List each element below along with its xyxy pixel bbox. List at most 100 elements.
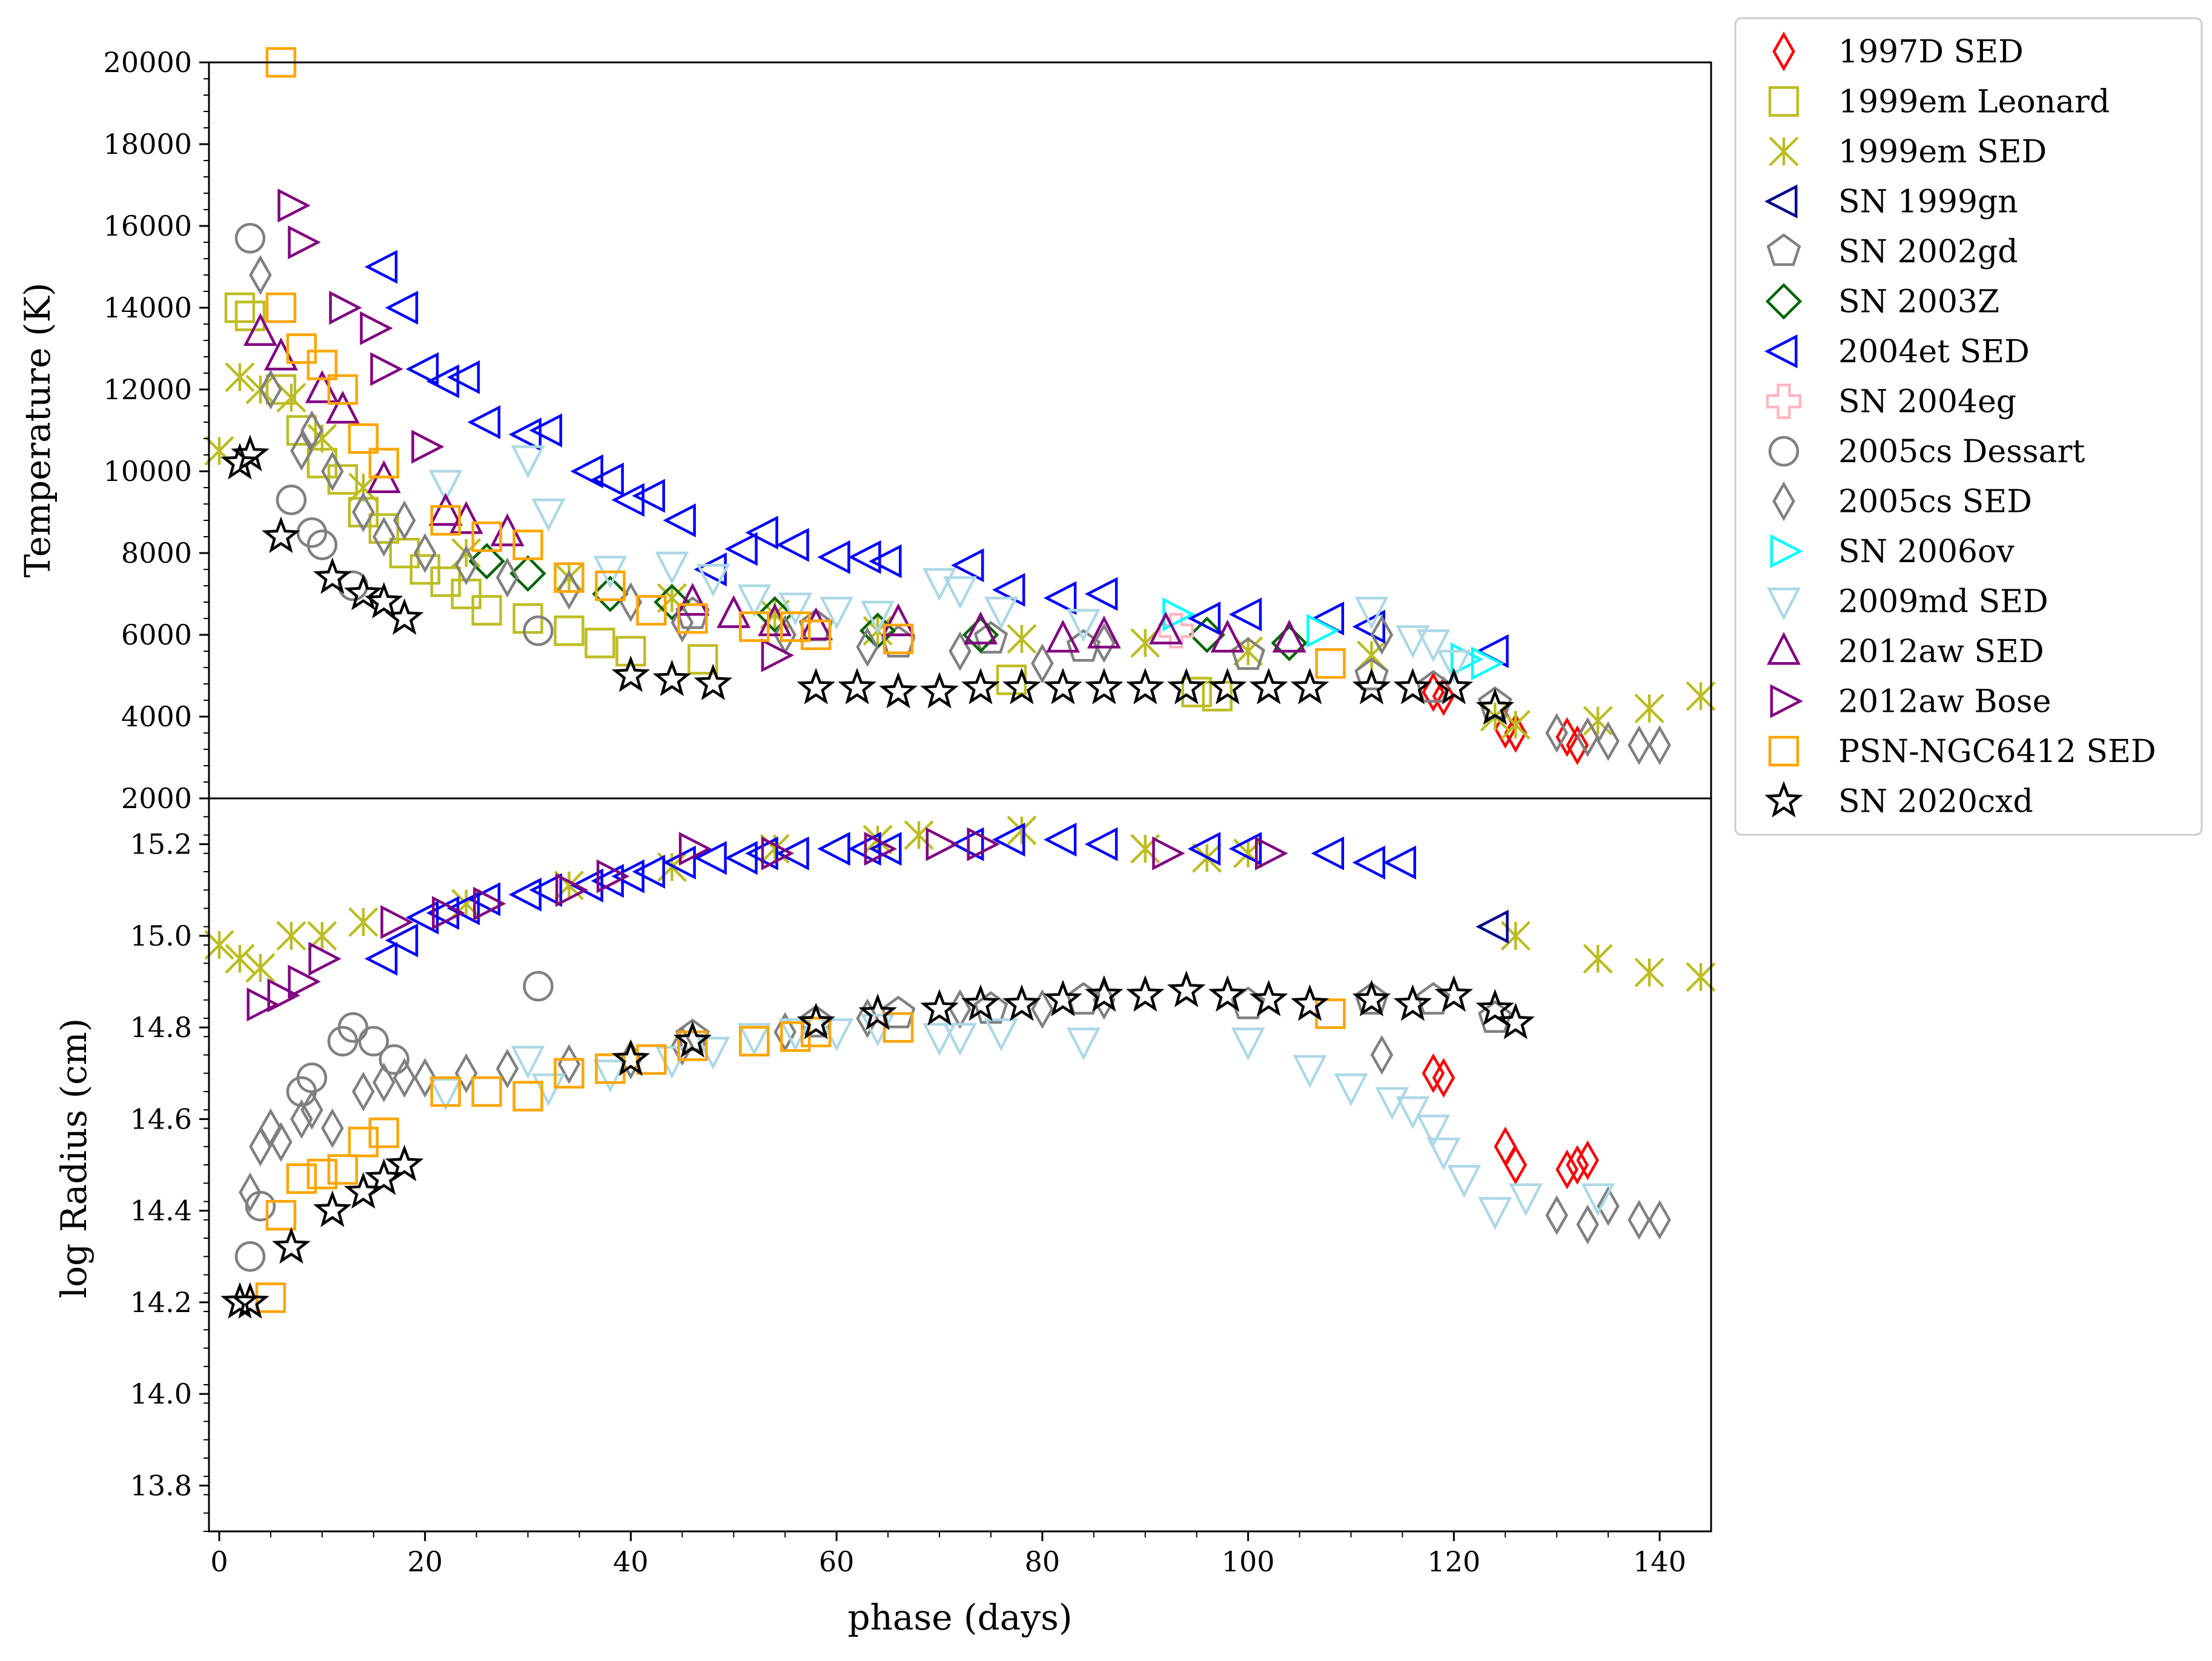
point-1997d-sed [1566,725,1589,766]
point-sn-2020cxd [1084,668,1124,705]
point-2004et-sed [529,413,563,448]
point-2009md-sed [943,1023,977,1056]
point-sn-2020cxd [1249,980,1288,1016]
legend-label-psn-ngc6412-sed: PSN-NGC6412 SED [1838,734,2156,770]
point-psn-ngc6412-sed [368,1117,399,1149]
point-1999em-sed [348,907,379,937]
point-1999em-leonard [409,554,440,585]
point-psn-ngc6412-sed [430,505,461,536]
point-2005cs-sed [259,1108,282,1149]
point-2005cs-sed [300,410,323,451]
point-2004et-sed [745,516,778,550]
point-sn-2020cxd [313,557,352,594]
point-2005cs-sed [1093,623,1116,663]
point-sn-2020cxd [343,574,383,611]
point-2004et-sed [632,479,665,513]
point-psn-ngc6412-sed [882,623,914,654]
point-1999em-sed [245,953,276,983]
point-sn-2020cxd [1044,980,1082,1016]
point-sn-2003z [962,616,999,654]
point-1999em-leonard [554,615,584,646]
point-sn-2020cxd [231,1282,270,1319]
y-tick-label: 14.2 [130,1286,192,1319]
point-2005cs-sed [1370,615,1394,655]
point-2005cs-sed [259,370,282,409]
y-tick-label: 14.4 [130,1195,192,1227]
point-2004et-sed [611,483,644,517]
point-psn-ngc6412-sed [327,374,359,405]
point-sn-2020cxd [385,598,424,635]
point-2012aw-sed [1210,619,1245,653]
point-sn-2020cxd [611,1039,651,1076]
point-psn-ngc6412-sed [739,1026,770,1057]
point-2012aw-bose [473,886,506,921]
point-2005cs-sed [300,1090,323,1130]
point-2012aw-bose [329,291,362,325]
point-2009md-sed [428,1078,463,1111]
point-1999em-sed [1686,681,1716,711]
point-psn-ngc6412-sed [595,570,626,602]
point-sn-2020cxd [1208,668,1247,705]
point-psn-ngc6412-sed [512,529,543,560]
point-psn-ngc6412-sed [780,1021,811,1052]
point-2005cs-sed [290,1099,313,1139]
y-tick-label: 20000 [104,46,192,79]
point-1999em-leonard [584,628,615,658]
point-psn-ngc6412-sed [471,1076,502,1107]
point-2012aw-bose [370,352,403,386]
legend-label-2012aw-sed: 2012aw SED [1838,634,2044,670]
point-1999em-sed [225,944,255,974]
legend-marker-psn-ngc6412-sed [1768,735,1800,767]
point-2004et-sed [1187,832,1221,866]
legend-label-2004et-sed: 2004et SED [1838,334,2030,370]
point-2005cs-sed [949,631,972,671]
point-2004et-sed [446,891,480,926]
point-sn-1999gn [1475,909,1509,944]
point-2012aw-bose [360,311,393,345]
point-2004et-sed [817,540,850,574]
point-2005cs-sed [1628,725,1651,766]
point-2012aw-sed [428,492,463,526]
point-1999em-sed [1007,624,1037,654]
radius-data-points [204,815,1716,1319]
y-tick-label: 18000 [104,128,192,161]
point-2004et-sed [1475,634,1509,668]
point-sn-2020cxd [1290,984,1330,1021]
point-psn-ngc6412-sed [800,1016,832,1047]
point-psn-ngc6412-sed [286,1163,317,1194]
point-2004et-sed [385,291,419,325]
point-2004et-sed [951,548,984,583]
x-tick-label: 80 [1025,1545,1061,1578]
temperature-y-axis: 2000 4000 6000 8000 10000 12000 14000 16000 1800… [104,46,209,815]
point-sn-2002gd [881,995,916,1029]
point-2005cs-sed [1648,725,1671,766]
y-tick-label: 13.8 [130,1469,192,1502]
point-2009md-sed [778,592,813,626]
point-2005cs-sed [1597,721,1620,761]
point-sn-2006ov [1450,642,1484,677]
point-sn-2020cxd [1475,688,1515,725]
point-sn-2020cxd [694,663,733,700]
point-2005cs-dessart [379,1044,409,1075]
point-2012aw-bose [247,987,280,1022]
point-psn-ngc6412-sed [677,603,708,634]
x-tick-label: 140 [1633,1545,1686,1578]
legend-marker-sn-2002gd [1766,233,1801,267]
point-2005cs-sed [352,492,375,532]
point-2009md-sed [737,1023,772,1056]
point-sn-2020cxd [1352,668,1391,705]
legend-label-sn-1999gn: SN 1999gn [1838,184,2018,220]
point-1999em-sed [1634,957,1664,987]
point-2012aw-bose [288,964,321,999]
point-sn-2020cxd [1002,984,1041,1021]
point-sn-2020cxd [920,989,959,1026]
legend-label-2009md-sed: 2009md SED [1838,584,2048,620]
point-sn-2020cxd [364,582,403,618]
point-2004et-sed [869,832,902,866]
point-2004et-sed [1311,602,1345,635]
point-2009md-sed [696,564,730,597]
point-2004et-sed [776,528,809,562]
point-sn-2003z [757,596,793,633]
point-2012aw-bose [432,896,465,930]
legend-label-2005cs-sed: 2005cs SED [1838,484,2032,520]
